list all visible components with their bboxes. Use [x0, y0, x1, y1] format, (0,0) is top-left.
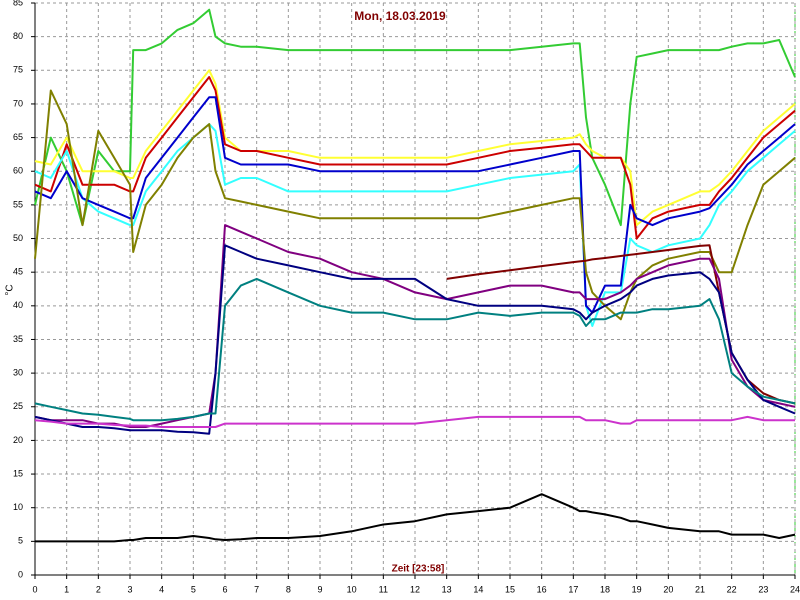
- x-tick-label: 24: [790, 584, 800, 594]
- x-tick-label: 21: [695, 584, 705, 594]
- series-line: [34, 277, 796, 422]
- series-line: [34, 244, 796, 435]
- y-tick-label: 70: [13, 98, 23, 108]
- x-tick-label: 9: [317, 584, 322, 594]
- y-tick-label: 30: [13, 367, 23, 377]
- x-tick-label: 18: [600, 584, 610, 594]
- x-tick-label: 19: [632, 584, 642, 594]
- y-tick-label: 35: [13, 334, 23, 344]
- x-tick-label: 1: [64, 584, 69, 594]
- x-tick-label: 14: [473, 584, 483, 594]
- series-line: [35, 493, 796, 543]
- series-line: [34, 224, 796, 428]
- x-tick-label: 8: [286, 584, 291, 594]
- x-tick-label: 17: [568, 584, 578, 594]
- series-line: [34, 89, 796, 321]
- x-tick-label: 16: [537, 584, 547, 594]
- x-tick-label: 22: [727, 584, 737, 594]
- x-tick-label: 12: [410, 584, 420, 594]
- x-tick-label: 7: [254, 584, 259, 594]
- y-axis-label: °C: [5, 284, 16, 295]
- y-tick-label: 85: [13, 0, 23, 7]
- y-tick-label: 15: [13, 468, 23, 478]
- y-tick-label: 75: [13, 65, 23, 75]
- x-tick-label: 23: [758, 584, 768, 594]
- x-axis-label: Zeit [23:58]: [392, 564, 445, 575]
- x-tick-label: 20: [663, 584, 673, 594]
- y-tick-label: 55: [13, 199, 23, 209]
- x-tick-label: 13: [442, 584, 452, 594]
- y-tick-label: 60: [13, 166, 23, 176]
- x-tick-label: 15: [505, 584, 515, 594]
- x-tick-label: 10: [347, 584, 357, 594]
- y-tick-label: 80: [13, 31, 23, 41]
- series-line: [34, 76, 796, 240]
- x-tick-label: 2: [96, 584, 101, 594]
- x-tick-label: 4: [159, 584, 164, 594]
- y-tick-label: 10: [13, 502, 23, 512]
- series-line: [34, 123, 796, 327]
- y-tick-label: 5: [18, 536, 23, 546]
- y-tick-label: 40: [13, 300, 23, 310]
- series-line: [34, 415, 795, 428]
- y-tick-label: 50: [13, 233, 23, 243]
- y-tick-label: 25: [13, 401, 23, 411]
- y-tick-label: 20: [13, 435, 23, 445]
- series-line: [34, 69, 796, 227]
- y-tick-label: 65: [13, 132, 23, 142]
- x-tick-label: 5: [191, 584, 196, 594]
- series-line: [34, 8, 796, 227]
- x-tick-label: 6: [222, 584, 227, 594]
- chart-title: Mon, 18.03.2019: [354, 9, 446, 23]
- y-tick-label: 45: [13, 267, 23, 277]
- x-tick-label: 11: [379, 584, 388, 594]
- x-tick-label: 0: [32, 584, 37, 594]
- series-line: [34, 96, 796, 314]
- x-tick-label: 3: [127, 584, 132, 594]
- y-tick-label: 0: [18, 569, 23, 579]
